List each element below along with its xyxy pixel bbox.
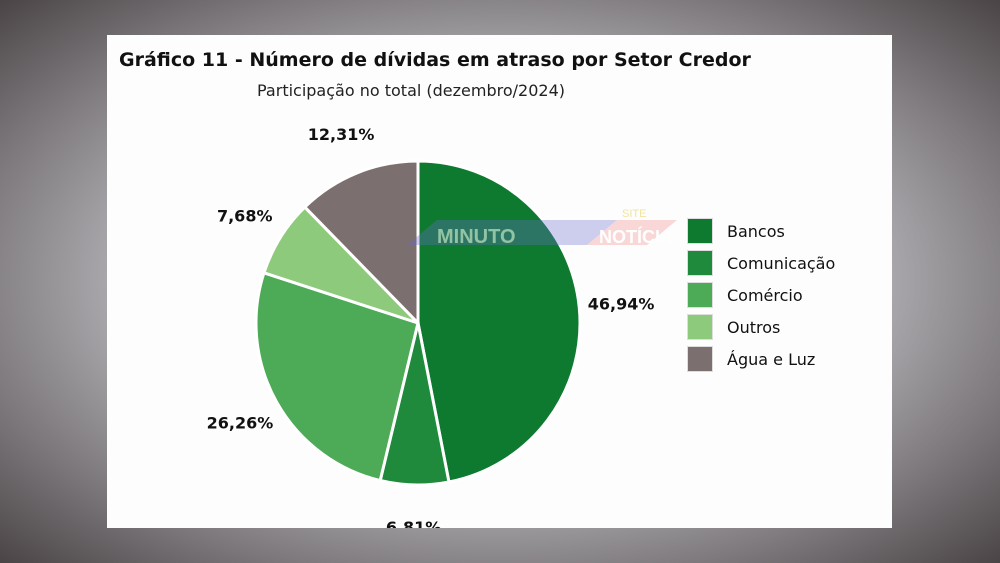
legend-swatch: [687, 250, 713, 276]
legend-swatch: [687, 346, 713, 372]
legend-label: Água e Luz: [727, 349, 816, 369]
data-label: 6,81%: [386, 518, 442, 528]
chart-title: Gráfico 11 - Número de dívidas em atraso…: [119, 49, 751, 71]
data-label: 7,68%: [217, 206, 273, 225]
pie-slice-bancos: [416, 159, 582, 484]
data-label: 46,94%: [588, 294, 655, 313]
legend: Bancos Comunicação Comércio Outros Água e Lu…: [687, 215, 835, 375]
legend-item: Outros: [687, 311, 835, 343]
legend-label: Outros: [727, 317, 781, 337]
pie-chart: 46,94% 6,81% 26,26% 7,68% 12,31%: [207, 125, 655, 528]
legend-item: Água e Luz: [687, 343, 835, 375]
legend-label: Comércio: [727, 285, 803, 305]
pie-slice-com-rcio: [254, 270, 420, 483]
chart-card: Gráfico 11 - Número de dívidas em atraso…: [107, 35, 892, 528]
legend-swatch: [687, 314, 713, 340]
data-label: 26,26%: [207, 414, 274, 433]
legend-item: Comércio: [687, 279, 835, 311]
chart-subtitle: Participação no total (dezembro/2024): [257, 81, 565, 100]
legend-label: Comunicação: [727, 253, 836, 273]
legend-item: Comunicação: [687, 247, 835, 279]
legend-item: Bancos: [687, 215, 835, 247]
data-label: 12,31%: [308, 125, 375, 144]
legend-swatch: [687, 282, 713, 308]
pie-slice--gua-e-luz: [302, 159, 420, 327]
legend-label: Bancos: [727, 221, 785, 241]
legend-swatch: [687, 218, 713, 244]
